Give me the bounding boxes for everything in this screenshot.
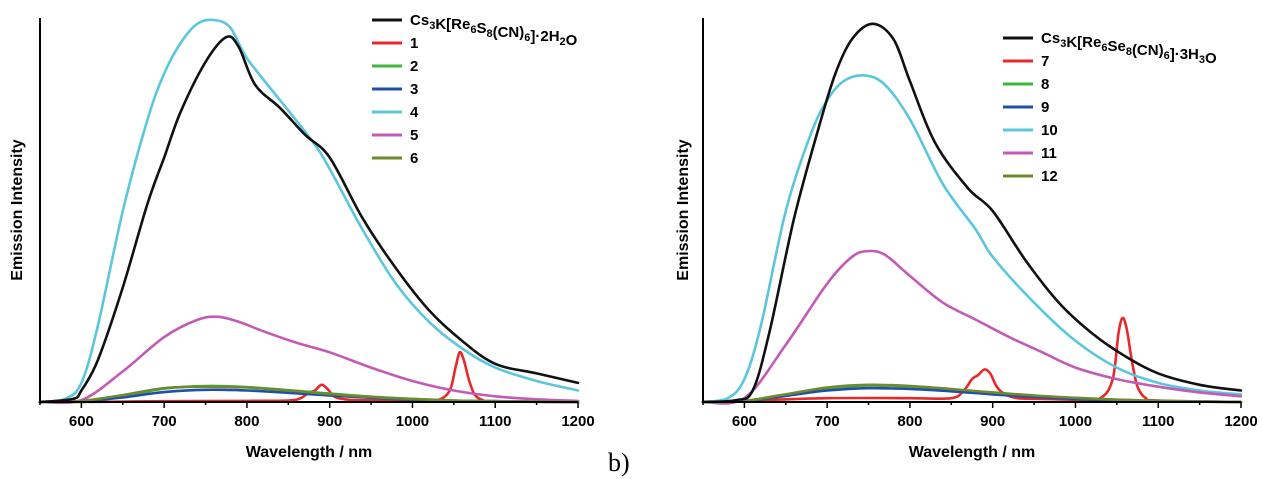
- x-tick-label: 700: [815, 413, 840, 430]
- legend-entry: Cs3K[Re6S8(CN)6]·2H2O: [410, 12, 578, 49]
- series-line-12: [701, 383, 1243, 404]
- axis-frame: [39, 18, 578, 403]
- chart-panel-left: 600 700 800 900 1000 1100 1200 Wavelength / nm E…: [9, 12, 595, 461]
- x-tick-label: 800: [234, 413, 259, 430]
- series-line-1: [38, 350, 580, 404]
- x-tick-label: 1100: [479, 413, 512, 430]
- axis-frame: [702, 18, 1241, 403]
- y-axis-title: Emission Intensity: [9, 139, 26, 280]
- series-line-4: [38, 18, 580, 404]
- legend-entry: 3: [410, 81, 418, 98]
- x-tick-label: 1200: [561, 413, 594, 430]
- x-tick-label: 1200: [1224, 413, 1257, 430]
- x-tick-label: 700: [152, 413, 177, 430]
- legend-entry: 11: [1041, 145, 1057, 162]
- series-line-7: [701, 316, 1243, 404]
- series-line-5: [38, 315, 580, 405]
- x-tick-label: 1000: [396, 413, 429, 430]
- series-line-Cs3K[Re6S8(CN)6]·2H2O: [38, 35, 580, 404]
- series-line-Cs3K[Re6Se8(CN)6]·3H2O: [701, 22, 1243, 404]
- legend-entry: 9: [1041, 99, 1049, 116]
- x-tick-label: 800: [897, 413, 922, 430]
- series-line-11: [701, 249, 1243, 405]
- x-tick-label: 1100: [1142, 413, 1175, 430]
- legend-entry: 5: [410, 127, 418, 144]
- panel-label: b): [608, 448, 630, 477]
- legend-entry: Cs3K[Re6Se8(CN)6]·3H3O: [1041, 30, 1217, 67]
- chart-panel-right: 600 700 800 900 1000 1100 1200 Wavelength / nm E…: [675, 18, 1258, 461]
- legend-entry: 1: [410, 35, 418, 52]
- legend-entry: 6: [410, 150, 418, 167]
- series-line-10: [701, 74, 1243, 404]
- x-tick-label: 600: [732, 413, 757, 430]
- x-axis-title: Wavelength / nm: [909, 444, 1036, 461]
- legend-entry: 2: [410, 58, 418, 75]
- x-tick-label: 1000: [1059, 413, 1092, 430]
- x-tick-label: 600: [69, 413, 94, 430]
- y-axis-title: Emission Intensity: [675, 139, 692, 280]
- x-axis-title: Wavelength / nm: [246, 444, 373, 461]
- legend-entry: 8: [1041, 76, 1049, 93]
- legend-entry: 10: [1041, 122, 1058, 139]
- x-tick-label: 900: [980, 413, 1005, 430]
- legend-entry: 12: [1041, 168, 1058, 185]
- legend-entry: 7: [1041, 53, 1049, 70]
- x-tick-label: 900: [317, 413, 342, 430]
- legend-entry: 4: [410, 104, 419, 121]
